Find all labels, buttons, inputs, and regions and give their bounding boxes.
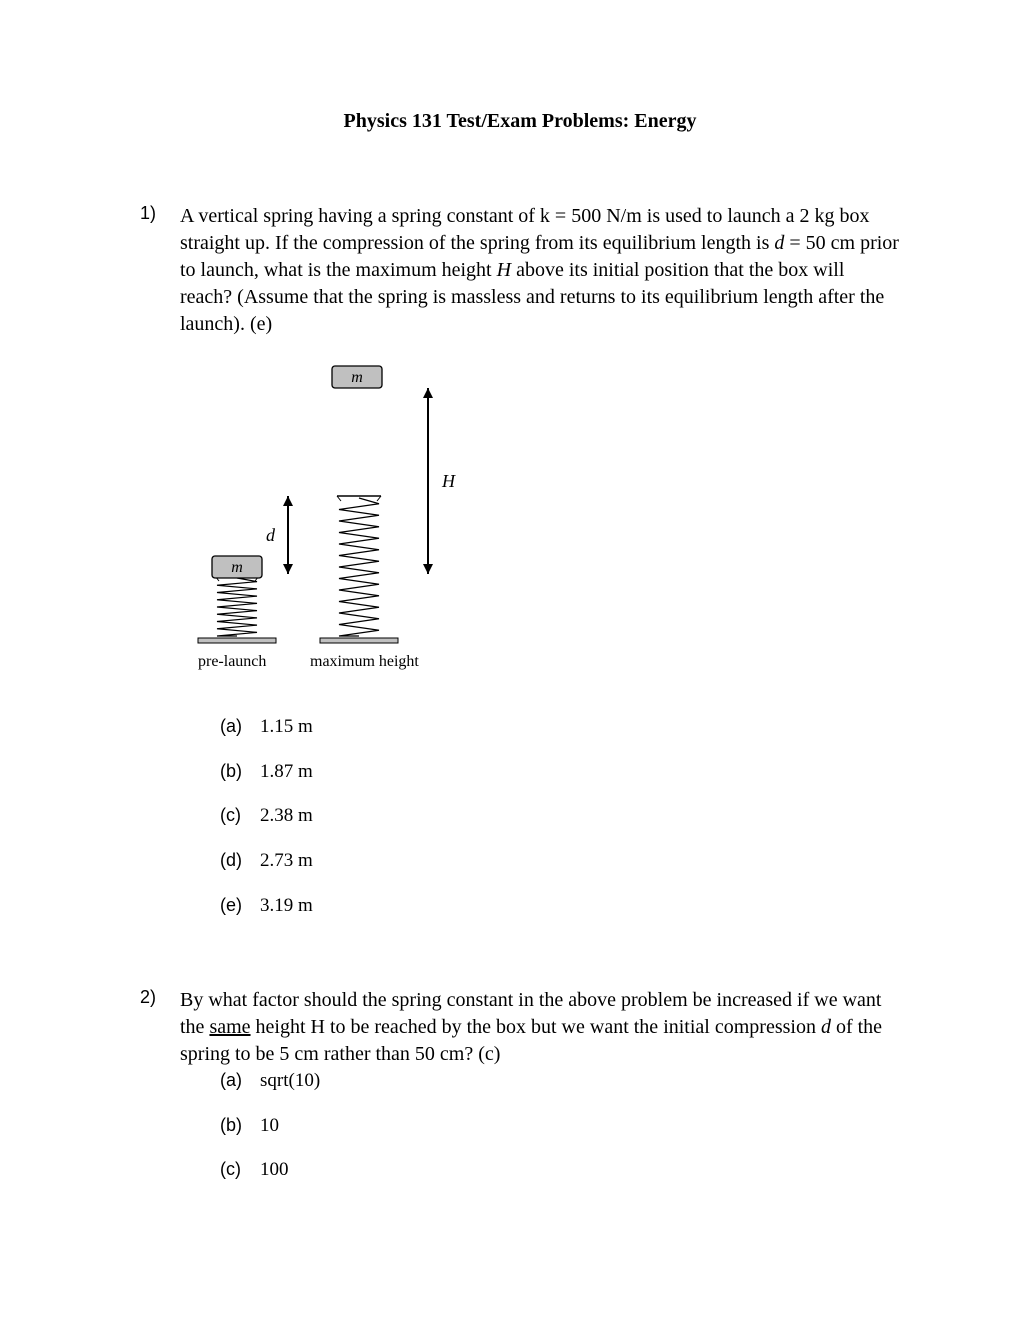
problem-1: 1) A vertical spring having a spring con… [140, 203, 900, 937]
problem-1-text-part1: A vertical spring having a spring consta… [180, 205, 870, 254]
problem-2-choice-a: (a) sqrt(10) [220, 1068, 900, 1094]
problem-1-var-h: H [497, 259, 511, 281]
problem-1-var-d: d [774, 232, 784, 254]
choice-label: (c) [220, 1157, 260, 1183]
problem-2-same: same [209, 1016, 250, 1038]
svg-text:H: H [441, 471, 456, 491]
problem-1-choice-d: (d) 2.73 m [220, 848, 900, 874]
choice-text: 2.38 m [260, 803, 313, 829]
svg-text:maximum height: maximum height [310, 653, 419, 670]
choice-label: (d) [220, 848, 260, 874]
choice-label: (b) [220, 759, 260, 785]
choice-label: (e) [220, 893, 260, 919]
problem-2-choice-c: (c) 100 [220, 1157, 900, 1183]
svg-text:m: m [351, 369, 363, 386]
problem-1-choice-b: (b) 1.87 m [220, 759, 900, 785]
problem-1-choice-c: (c) 2.38 m [220, 803, 900, 829]
page-title: Physics 131 Test/Exam Problems: Energy [140, 110, 900, 133]
choice-text: 1.15 m [260, 714, 313, 740]
choice-label: (c) [220, 803, 260, 829]
choice-label: (a) [220, 1068, 260, 1094]
svg-text:m: m [231, 559, 243, 576]
problem-2: 2) By what factor should the spring cons… [140, 987, 900, 1202]
choice-text: sqrt(10) [260, 1068, 320, 1094]
choice-label: (b) [220, 1113, 260, 1139]
problem-2-text-part2: height H to be reached by the box but we… [251, 1016, 821, 1038]
problem-1-body: A vertical spring having a spring consta… [180, 203, 900, 937]
choice-text: 10 [260, 1113, 279, 1139]
problem-1-number: 1) [140, 203, 180, 937]
svg-text:pre-launch: pre-launch [198, 653, 266, 670]
problem-2-choices: (a) sqrt(10) (b) 10 (c) 100 [220, 1068, 900, 1183]
problem-2-body: By what factor should the spring constan… [180, 987, 900, 1202]
problem-1-choice-e: (e) 3.19 m [220, 893, 900, 919]
choice-text: 2.73 m [260, 848, 313, 874]
spring-diagram: m d pre-launch m Hmaximum height [180, 356, 460, 676]
svg-text:d: d [266, 525, 276, 545]
choice-text: 3.19 m [260, 893, 313, 919]
page-content: Physics 131 Test/Exam Problems: Energy 1… [0, 0, 1020, 1282]
problem-2-var-d: d [821, 1016, 831, 1038]
choice-text: 100 [260, 1157, 289, 1183]
choice-label: (a) [220, 714, 260, 740]
problem-1-choices: (a) 1.15 m (b) 1.87 m (c) 2.38 m (d) 2.7… [220, 714, 900, 918]
problem-2-choice-b: (b) 10 [220, 1113, 900, 1139]
problem-2-number: 2) [140, 987, 180, 1202]
problem-1-choice-a: (a) 1.15 m [220, 714, 900, 740]
choice-text: 1.87 m [260, 759, 313, 785]
diagram-container: m d pre-launch m Hmaximum height [180, 356, 900, 684]
